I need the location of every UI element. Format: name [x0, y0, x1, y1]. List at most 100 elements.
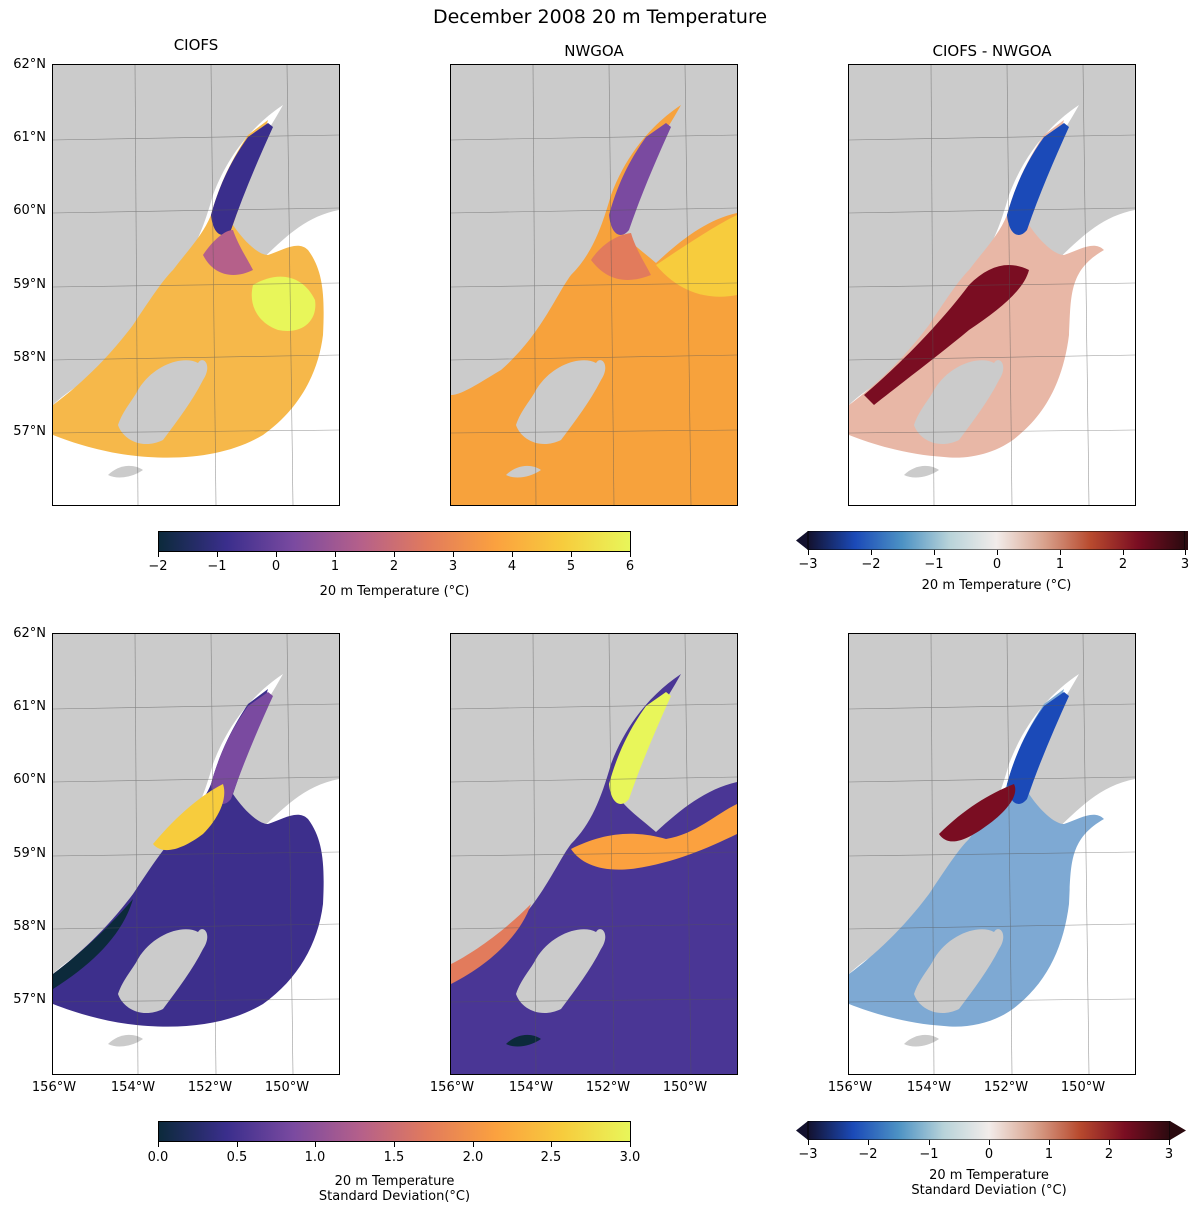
column-title-diff: CIOFS - NWGOA — [932, 42, 1052, 60]
cbar-diff-std-tick: −2 — [858, 1147, 878, 1162]
column-title-ciofs: CIOFS — [173, 36, 219, 54]
colorbar-diff-std — [796, 1120, 1188, 1141]
cbar-temp-tick: −1 — [207, 559, 227, 574]
cbar-std-tick: 2.5 — [540, 1150, 562, 1165]
cbar-diff-std-tick: 1 — [1044, 1147, 1054, 1162]
inlet-mid — [203, 230, 253, 275]
land-kodiak — [118, 360, 208, 445]
diff-warm-band — [864, 265, 1029, 405]
lon-label: 150°W — [1060, 1080, 1106, 1095]
land-mainland — [451, 65, 737, 395]
land-kodiak — [914, 929, 1004, 1014]
land-islands — [506, 465, 541, 478]
diff-std-positive — [939, 784, 1016, 842]
cbar-diff-temp-tick: 0 — [992, 557, 1002, 572]
lon-label: 156°W — [31, 1080, 77, 1095]
cbar-diff-temp-tick: 1 — [1055, 557, 1065, 572]
figure-title: December 2008 20 m Temperature — [432, 6, 768, 28]
inlet-std — [211, 692, 273, 804]
colorbar-std-label-line2: Standard Deviation(°C) — [318, 1189, 471, 1204]
cbar-temp-tick: 4 — [507, 559, 517, 574]
map-panel-ciofs-std — [52, 633, 340, 1075]
land-kodiak — [516, 360, 606, 445]
lon-label: 156°W — [827, 1080, 873, 1095]
lon-label: 150°W — [264, 1080, 310, 1095]
map-panel-ciofs-temp — [52, 64, 340, 506]
colorbar-std-gradient — [159, 1122, 630, 1141]
cbar-diff-std-tick: −1 — [919, 1147, 939, 1162]
colorbar-std-label-line1: 20 m Temperature — [334, 1174, 455, 1189]
cbar-temp-tick: 6 — [625, 559, 635, 574]
lat-label-57-top: 57°N — [13, 424, 46, 439]
map-panel-diff-std — [848, 633, 1136, 1075]
column-title-nwgoa: NWGOA — [564, 42, 624, 60]
ocean-temp — [53, 120, 324, 458]
lon-label: 154°W — [508, 1080, 554, 1095]
cbar-diff-std-tick: 3 — [1164, 1147, 1174, 1162]
lat-label-62-bottom: 62°N — [13, 626, 46, 641]
land-mainland — [53, 65, 339, 405]
cbar-diff-temp-tick: −1 — [924, 557, 944, 572]
lon-label: 156°W — [429, 1080, 475, 1095]
lat-label-61-bottom: 61°N — [13, 699, 46, 714]
lon-label: 154°W — [906, 1080, 952, 1095]
coast-low-std — [53, 899, 133, 989]
land-kodiak — [516, 929, 606, 1014]
land-islands — [904, 1034, 939, 1047]
colorbar-temp-label: 20 m Temperature (°C) — [319, 584, 470, 599]
cbar-temp-tick: −2 — [148, 559, 168, 574]
lat-label-58-top: 58°N — [13, 350, 46, 365]
inlet-mid — [591, 233, 651, 280]
map-panel-nwgoa-temp — [450, 64, 738, 506]
cbar-temp-tick: 3 — [448, 559, 458, 574]
high-std-core — [153, 784, 225, 851]
lat-label-58-bottom: 58°N — [13, 919, 46, 934]
cbar-std-tick: 1.5 — [383, 1150, 405, 1165]
land-islands — [904, 465, 939, 478]
cbar-diff-std-tick: 0 — [984, 1147, 994, 1162]
lon-label: 152°W — [187, 1080, 233, 1095]
colorbar-diff-temp-label: 20 m Temperature (°C) — [921, 578, 1072, 593]
inlet-cold — [211, 123, 273, 235]
diff-std-ocean — [849, 689, 1104, 1027]
lat-label-60-top: 60°N — [13, 203, 46, 218]
map-panel-diff-temp — [848, 64, 1136, 506]
colorbar-diff-temp — [796, 530, 1188, 551]
lat-label-59-bottom: 59°N — [13, 846, 46, 861]
map-panel-nwgoa-std — [450, 633, 738, 1075]
inlet-high-std — [609, 692, 671, 804]
land-mainland — [451, 634, 737, 964]
cbar-diff-temp-tick: 3 — [1180, 557, 1190, 572]
land-islands — [108, 1034, 143, 1047]
cbar-std-tick: 1.0 — [304, 1150, 326, 1165]
land-kodiak — [914, 360, 1004, 445]
cbar-temp-tick: 5 — [566, 559, 576, 574]
colorbar-std — [158, 1121, 631, 1142]
cbar-diff-std-tick: −3 — [798, 1147, 818, 1162]
lon-label: 154°W — [110, 1080, 156, 1095]
cbar-temp-tick: 0 — [271, 559, 281, 574]
warm-band — [656, 215, 737, 297]
land-kodiak — [118, 929, 208, 1014]
cbar-diff-temp-tick: 2 — [1118, 557, 1128, 572]
cbar-std-tick: 0.0 — [147, 1150, 169, 1165]
lat-label-57-bottom: 57°N — [13, 992, 46, 1007]
colorbar-diff-std-label: 20 m Temperature Standard Deviation (°C) — [808, 1168, 1170, 1198]
cbar-std-tick: 2.0 — [462, 1150, 484, 1165]
diff-std-inlet — [1007, 692, 1069, 804]
land-islands — [506, 1034, 541, 1047]
lon-label: 152°W — [983, 1080, 1029, 1095]
lat-label-62-top: 62°N — [13, 57, 46, 72]
cbar-temp-tick: 1 — [330, 559, 340, 574]
shelf-high-std — [571, 804, 737, 870]
lat-label-59-top: 59°N — [13, 277, 46, 292]
lon-label: 152°W — [585, 1080, 631, 1095]
cbar-diff-std-tick: 2 — [1104, 1147, 1114, 1162]
warm-core — [251, 276, 316, 331]
lat-label-61-top: 61°N — [13, 130, 46, 145]
lat-label-60-bottom: 60°N — [13, 772, 46, 787]
cbar-diff-temp-tick: −2 — [861, 557, 881, 572]
colorbar-diff-std-label-line1: 20 m Temperature — [929, 1168, 1049, 1183]
lon-label: 150°W — [662, 1080, 708, 1095]
cbar-std-tick: 3.0 — [619, 1150, 641, 1165]
